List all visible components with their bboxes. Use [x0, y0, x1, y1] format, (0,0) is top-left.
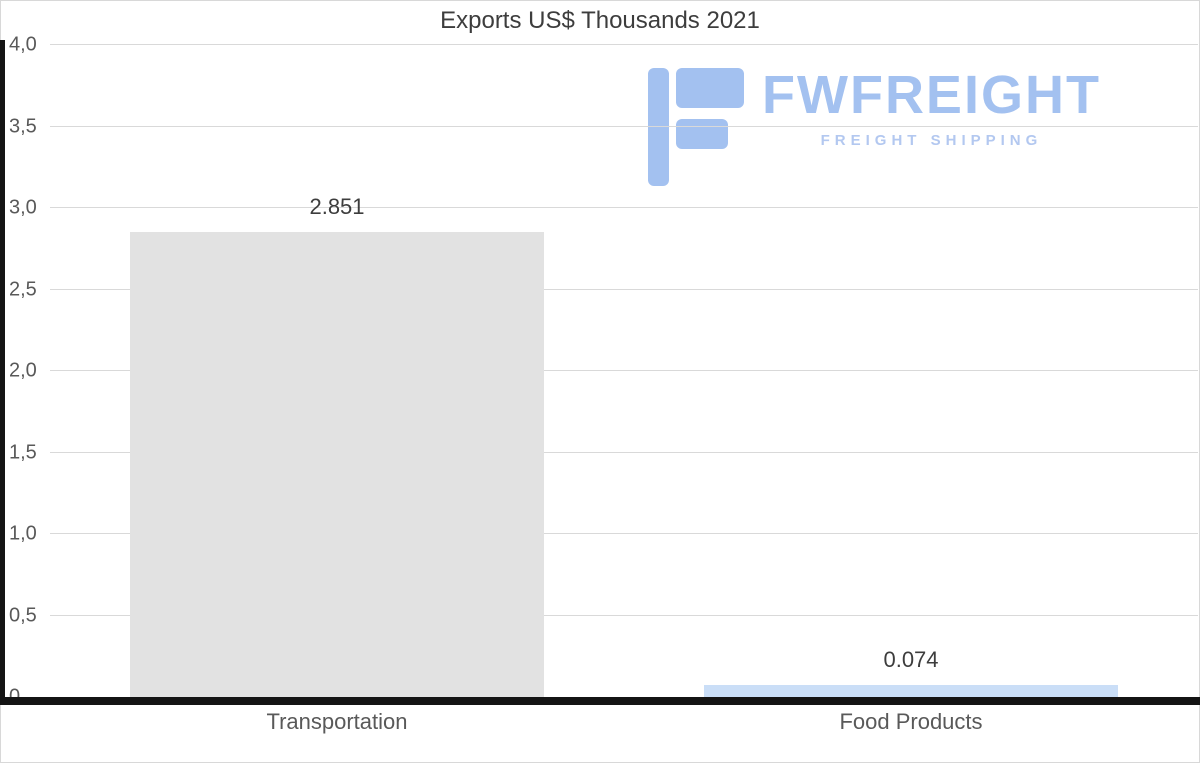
y-tick-label: 3,5	[9, 115, 37, 137]
y-tick-label: 2,0	[9, 359, 37, 382]
category-label-food-products: Food Products	[839, 709, 983, 734]
logo-brand-text: FWFREIGHT	[762, 65, 1101, 125]
x-axis-line	[0, 697, 1200, 705]
y-tick-label: 0,5	[9, 604, 37, 626]
bar-series: 2.851 0.074	[50, 45, 1198, 697]
gridline	[50, 451, 1198, 453]
y-tick-label: 0	[9, 686, 20, 709]
gridline	[50, 207, 1198, 208]
bar-food-products	[704, 684, 1118, 697]
gridline	[50, 533, 1198, 534]
y-tick-label: 1,0	[9, 522, 37, 545]
gridline	[50, 370, 1198, 371]
y-tick-label: 2,5	[9, 278, 37, 300]
bar-value-label: 2.851	[309, 194, 365, 220]
y-axis-tick-labels: 0 0,5 1,0 1,5 2,0 2,5 3,0 3,5 4,0	[9, 34, 49, 708]
gridline	[50, 614, 1198, 616]
bar-transportation	[130, 232, 544, 697]
gridline	[50, 288, 1198, 290]
bar-slot-food-products: 0.074	[624, 45, 1198, 697]
logo-text: FWFREIGHT FREIGHT SHIPPING	[762, 68, 1101, 149]
gridline	[50, 125, 1198, 127]
bar-slot-transportation: 2.851	[50, 45, 624, 697]
bar-value-label: 0.074	[883, 646, 939, 672]
x-axis-category-labels: Transportation Food Products	[50, 709, 1198, 735]
plot-area	[50, 44, 1198, 697]
category-label-transportation: Transportation	[266, 709, 408, 734]
gridline	[50, 44, 1198, 45]
logo-tagline-text: FREIGHT SHIPPING	[820, 132, 1043, 149]
y-tick-label: 3,0	[9, 196, 37, 219]
chart-title: Exports US$ Thousands 2021	[440, 7, 760, 34]
freight-logo-icon	[648, 68, 744, 186]
watermark-logo: FWFREIGHT FREIGHT SHIPPING	[648, 68, 1101, 186]
y-tick-label: 4,0	[9, 33, 37, 56]
y-axis-line	[0, 40, 5, 705]
y-tick-label: 1,5	[9, 441, 37, 463]
